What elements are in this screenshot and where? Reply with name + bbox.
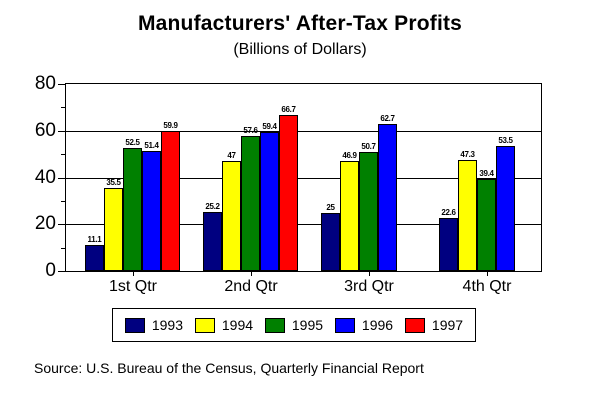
- bar-value-label: 50.7: [361, 142, 376, 151]
- bar-value-label: 62.7: [380, 114, 395, 123]
- y-axis-minor-tick: [61, 154, 66, 155]
- legend-label-1994: 1994: [221, 317, 254, 333]
- bar-value-label: 53.5: [498, 136, 513, 145]
- y-axis-label: 40: [34, 167, 56, 188]
- legend-label-1993: 1993: [151, 317, 184, 333]
- gridline-20: [66, 224, 541, 225]
- bar-value-label: 39.4: [479, 169, 494, 178]
- bar-value-label: 25.2: [205, 202, 220, 211]
- bar-1994-3rd-qtr: [340, 161, 359, 271]
- bar-value-label: 51.4: [144, 141, 159, 150]
- bar-1996-3rd-qtr: [378, 124, 397, 271]
- bar-1996-4th-qtr: [496, 146, 515, 271]
- bar-value-label: 66.7: [281, 105, 296, 114]
- legend-swatch-1997: [404, 317, 425, 333]
- bar-value-label: 35.5: [106, 178, 121, 187]
- x-axis-tick: [133, 272, 134, 276]
- bar-1995-3rd-qtr: [359, 152, 378, 271]
- gridline-40: [66, 178, 541, 179]
- x-axis-tick: [251, 272, 252, 276]
- legend: 1993 1994 1995 1996 1997: [112, 308, 476, 342]
- legend-item-1997: 1997: [404, 317, 464, 333]
- bar-1996-1st-qtr: [142, 151, 161, 271]
- bar-1995-4th-qtr: [477, 179, 496, 271]
- y-axis-minor-tick: [61, 201, 66, 202]
- bar-value-label: 52.5: [125, 138, 140, 147]
- source-note: Source: U.S. Bureau of the Census, Quart…: [34, 360, 424, 376]
- bar-1994-2nd-qtr: [222, 161, 241, 271]
- bar-1993-2nd-qtr: [203, 212, 222, 271]
- y-axis-label: 60: [34, 120, 56, 141]
- bar-value-label: 46.9: [342, 151, 357, 160]
- x-axis-label-1st-qtr: 1st Qtr: [108, 278, 157, 295]
- legend-label-1997: 1997: [431, 317, 464, 333]
- bar-1994-4th-qtr: [458, 160, 477, 271]
- gridline-60: [66, 131, 541, 132]
- y-axis-major-tick: [58, 178, 66, 179]
- x-axis-label-4th-qtr: 4th Qtr: [462, 278, 512, 295]
- legend-swatch-1995: [264, 317, 285, 333]
- chart-subtitle: (Billions of Dollars): [233, 41, 367, 58]
- y-axis-major-tick: [58, 131, 66, 132]
- bar-1994-1st-qtr: [104, 188, 123, 271]
- legend-label-1996: 1996: [361, 317, 394, 333]
- y-axis-label: 20: [34, 213, 56, 234]
- legend-swatch-1994: [194, 317, 215, 333]
- bar-1997-1st-qtr: [161, 131, 180, 271]
- bar-value-label: 25: [326, 203, 335, 212]
- x-axis-label-3rd-qtr: 3rd Qtr: [344, 278, 394, 295]
- legend-swatch-1996: [334, 317, 355, 333]
- bar-value-label: 59.4: [262, 122, 277, 131]
- legend-item-1996: 1996: [334, 317, 394, 333]
- bar-1995-2nd-qtr: [241, 136, 260, 271]
- bar-1996-2nd-qtr: [260, 132, 279, 271]
- bar-value-label: 47.3: [460, 150, 475, 159]
- x-axis-tick: [487, 272, 488, 276]
- bar-value-label: 47: [227, 151, 236, 160]
- bar-value-label: 57.6: [243, 126, 258, 135]
- bar-1995-1st-qtr: [123, 148, 142, 271]
- bar-value-label: 59.9: [163, 121, 178, 130]
- legend-item-1995: 1995: [264, 317, 324, 333]
- bar-1993-3rd-qtr: [321, 213, 340, 271]
- y-axis-major-tick: [58, 84, 66, 85]
- legend-label-1995: 1995: [291, 317, 324, 333]
- y-axis-major-tick: [58, 224, 66, 225]
- x-axis-label-2nd-qtr: 2nd Qtr: [224, 278, 278, 295]
- legend-swatch-1993: [124, 317, 145, 333]
- legend-item-1993: 1993: [124, 317, 184, 333]
- y-axis-minor-tick: [61, 107, 66, 108]
- y-axis-label: 80: [34, 73, 56, 94]
- bar-value-label: 11.1: [87, 235, 102, 244]
- x-axis-tick: [369, 272, 370, 276]
- y-axis-major-tick: [58, 271, 66, 272]
- legend-item-1994: 1994: [194, 317, 254, 333]
- bar-1993-4th-qtr: [439, 218, 458, 271]
- y-axis-minor-tick: [61, 248, 66, 249]
- y-axis-label: 0: [45, 260, 56, 281]
- chart-title: Manufacturers' After-Tax Profits: [137, 12, 463, 35]
- bar-value-label: 22.6: [441, 208, 456, 217]
- bar-1993-1st-qtr: [85, 245, 104, 271]
- bar-1997-2nd-qtr: [279, 115, 298, 271]
- plot-area: 0 20 40 60 80 11.1 35.5 52.5 51.4 59.9 1st Qtr 25.2…: [35, 74, 542, 295]
